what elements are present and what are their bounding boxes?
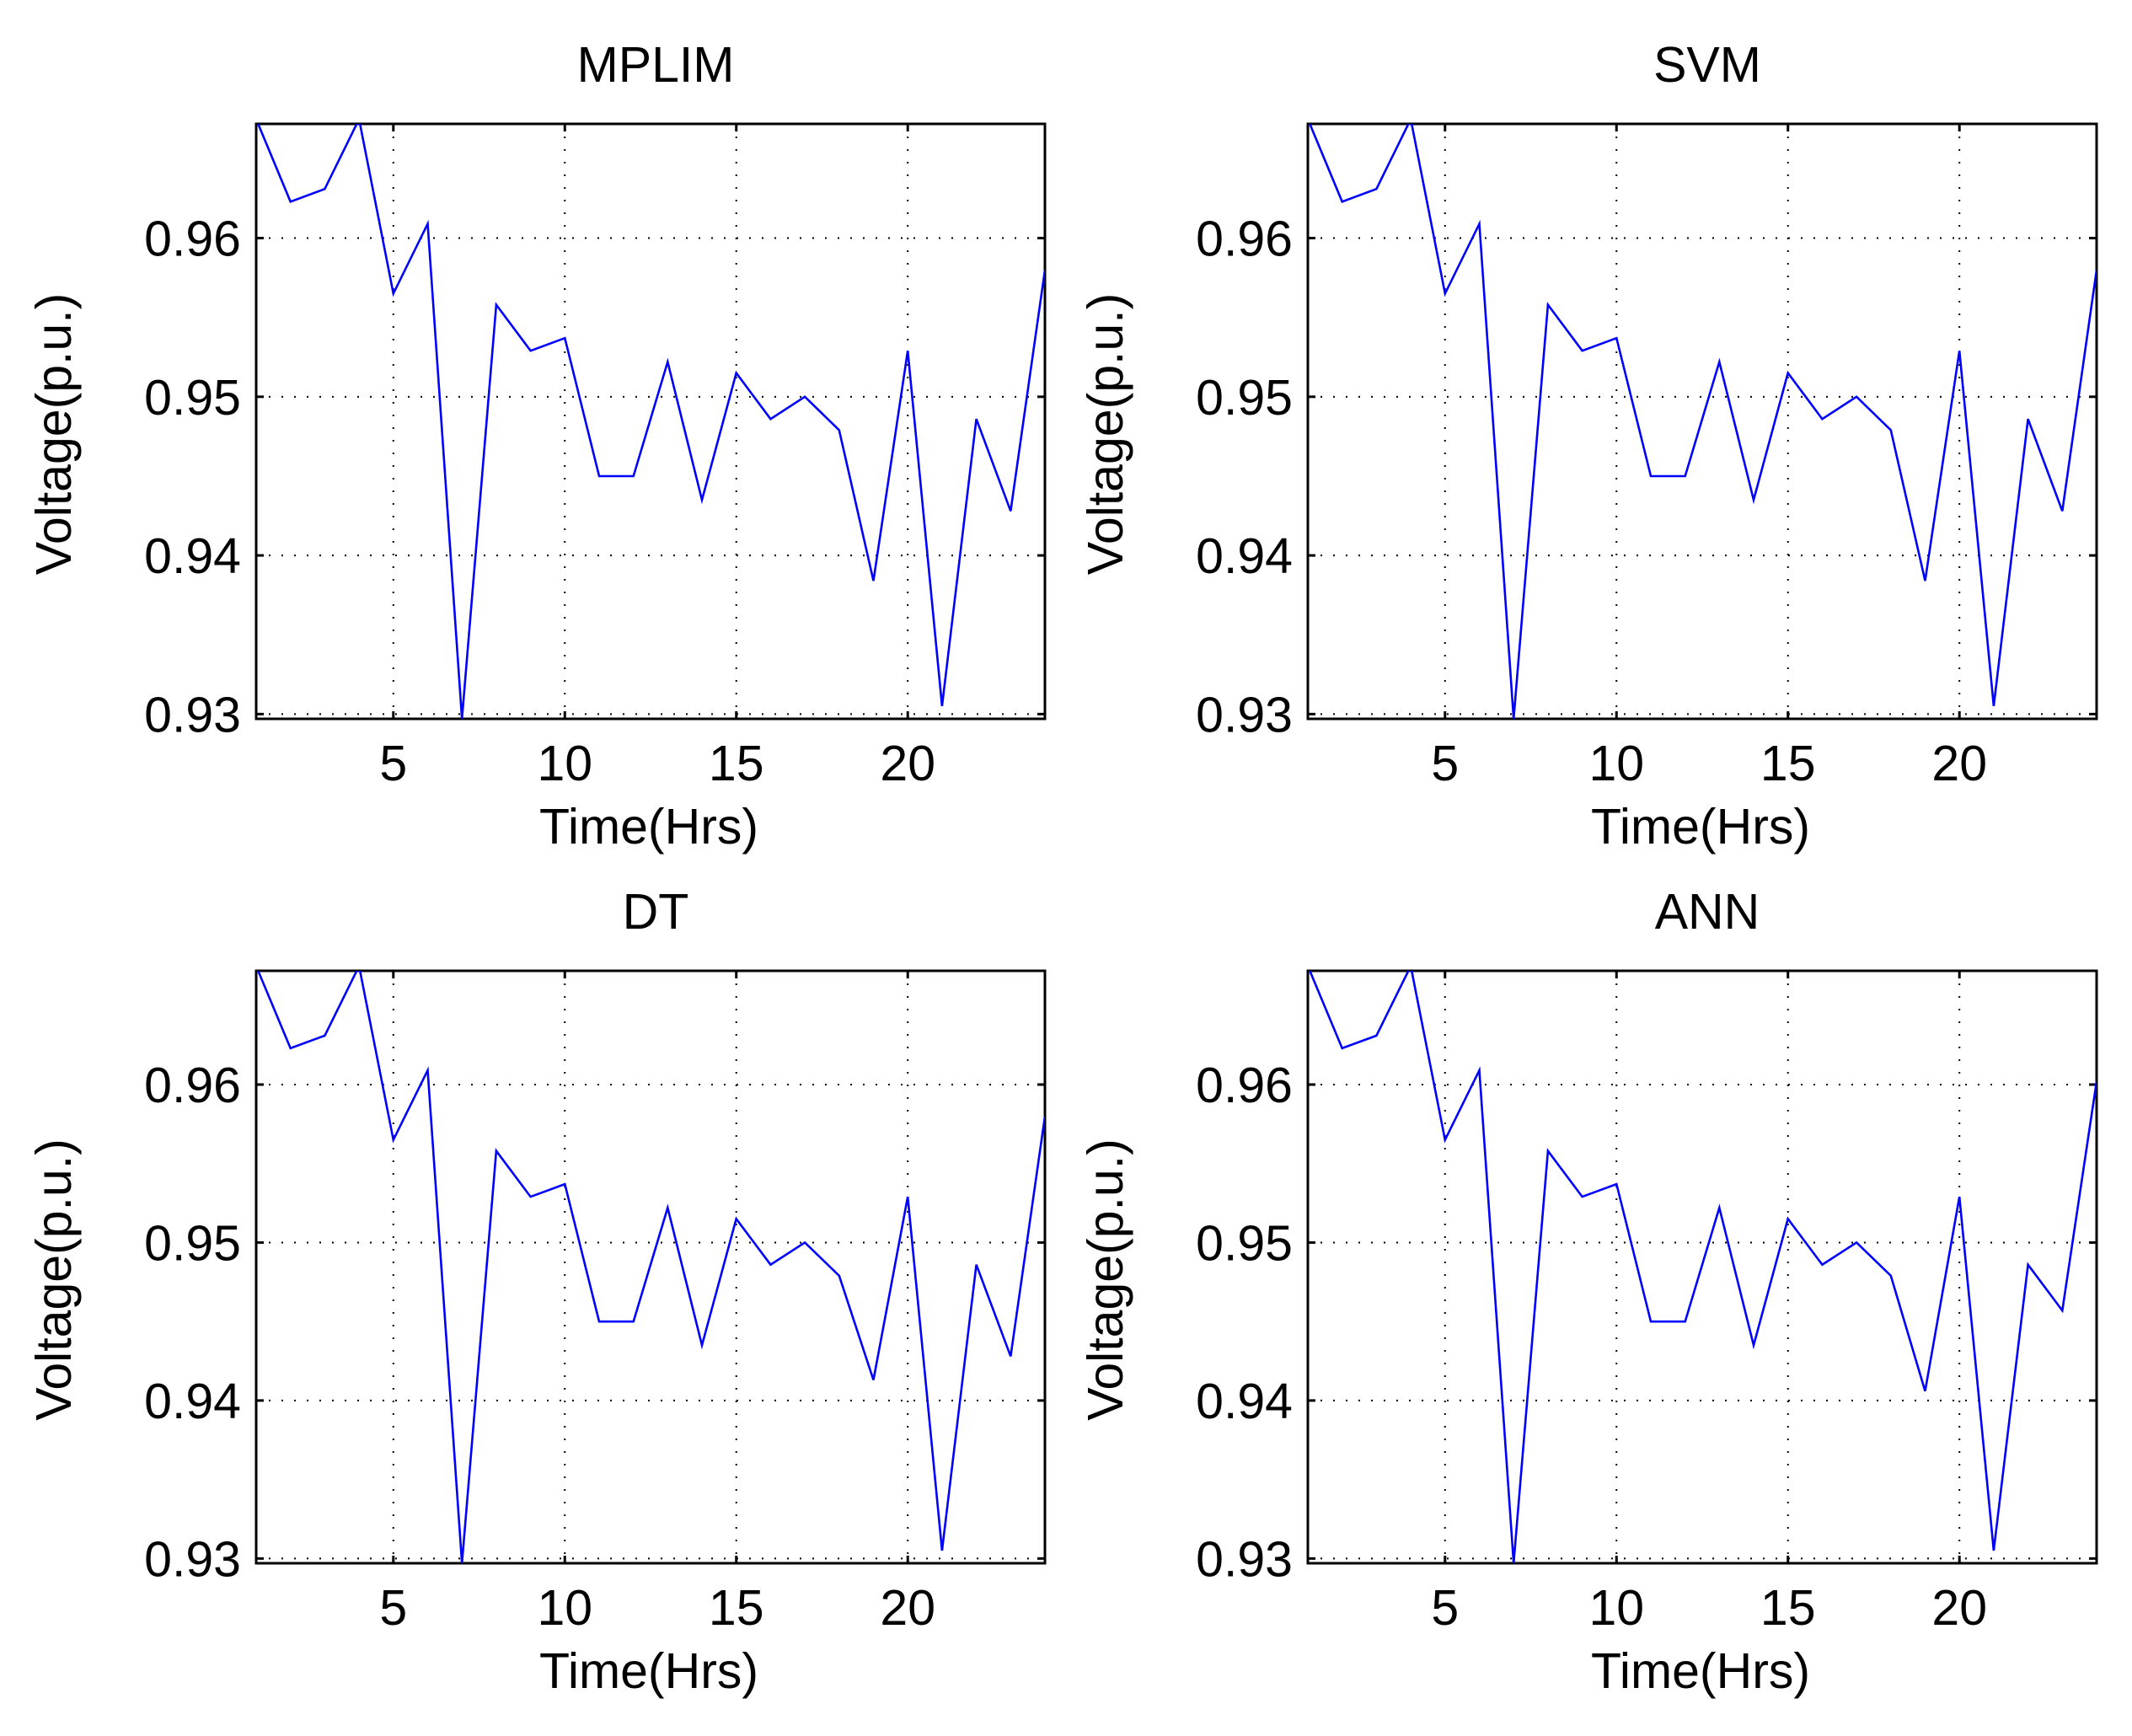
y-tick-label: 0.93 <box>144 687 241 742</box>
x-tick-label: 15 <box>1760 736 1816 791</box>
y-tick-label: 0.96 <box>1196 1058 1293 1113</box>
y-axis-label: Voltage(p.u.) <box>1078 1139 1133 1421</box>
y-tick-label: 0.93 <box>144 1531 241 1587</box>
series-line <box>256 124 1045 719</box>
x-tick-label: 20 <box>1931 736 1987 791</box>
x-tick-label: 10 <box>537 736 592 791</box>
y-axis-label: Voltage(p.u.) <box>26 293 82 576</box>
y-tick-label: 0.93 <box>1196 687 1293 742</box>
y-tick-label: 0.94 <box>1196 1374 1293 1429</box>
y-tick-label: 0.94 <box>144 1374 241 1429</box>
y-tick-label: 0.96 <box>144 1058 241 1113</box>
y-axis-label: Voltage(p.u.) <box>26 1139 82 1421</box>
x-tick-label: 20 <box>880 736 935 791</box>
y-tick-label: 0.94 <box>1196 528 1293 584</box>
x-tick-label: 15 <box>709 736 764 791</box>
subplot-dt: 5 10 15 20 0.93 0.94 0.95 0.96 DT Time(Hrs) Voltag… <box>26 884 1047 1699</box>
x-tick-label: 15 <box>1760 1580 1816 1636</box>
x-tick-label: 10 <box>537 1580 592 1636</box>
x-tick-label: 10 <box>1588 1580 1644 1636</box>
x-tick-label: 5 <box>1431 1580 1459 1636</box>
subplot-mplim: 5 10 15 20 0.93 0.94 0.95 0.96 MPLIM Time(Hrs) Vol… <box>26 37 1047 855</box>
x-tick-label: 15 <box>709 1580 764 1636</box>
y-tick-label: 0.95 <box>144 370 241 426</box>
x-axis-label: Time(Hrs) <box>1591 799 1810 855</box>
subplot-svm: 5 10 15 20 0.93 0.94 0.95 0.96 SVM Time(Hrs) Volta… <box>1078 37 2098 855</box>
subplot-ann: 5 10 15 20 0.93 0.94 0.95 0.96 ANN Time(Hrs) Volta… <box>1078 884 2098 1699</box>
y-tick-label: 0.96 <box>1196 212 1293 267</box>
series-line <box>1308 124 2097 719</box>
x-axis-label: Time(Hrs) <box>539 799 758 855</box>
y-axis-label: Voltage(p.u.) <box>1078 293 1133 576</box>
chart-title: DT <box>623 884 689 940</box>
x-tick-label: 5 <box>379 1580 407 1636</box>
x-tick-label: 20 <box>880 1580 935 1636</box>
x-tick-label: 10 <box>1588 736 1644 791</box>
chart-title: ANN <box>1655 884 1760 940</box>
x-axis-label: Time(Hrs) <box>1591 1643 1810 1699</box>
series-line <box>256 971 1045 1563</box>
x-tick-label: 5 <box>1431 736 1459 791</box>
y-tick-label: 0.93 <box>1196 1531 1293 1587</box>
chart-title: MPLIM <box>577 37 735 93</box>
x-tick-label: 20 <box>1931 1580 1987 1636</box>
y-tick-label: 0.95 <box>1196 370 1293 426</box>
x-tick-label: 5 <box>379 736 407 791</box>
series-line <box>1308 971 2097 1563</box>
y-tick-label: 0.95 <box>1196 1215 1293 1271</box>
y-tick-label: 0.94 <box>144 528 241 584</box>
y-tick-label: 0.96 <box>144 212 241 267</box>
chart-title: SVM <box>1653 37 1761 93</box>
y-tick-label: 0.95 <box>144 1215 241 1271</box>
x-axis-label: Time(Hrs) <box>539 1643 758 1699</box>
